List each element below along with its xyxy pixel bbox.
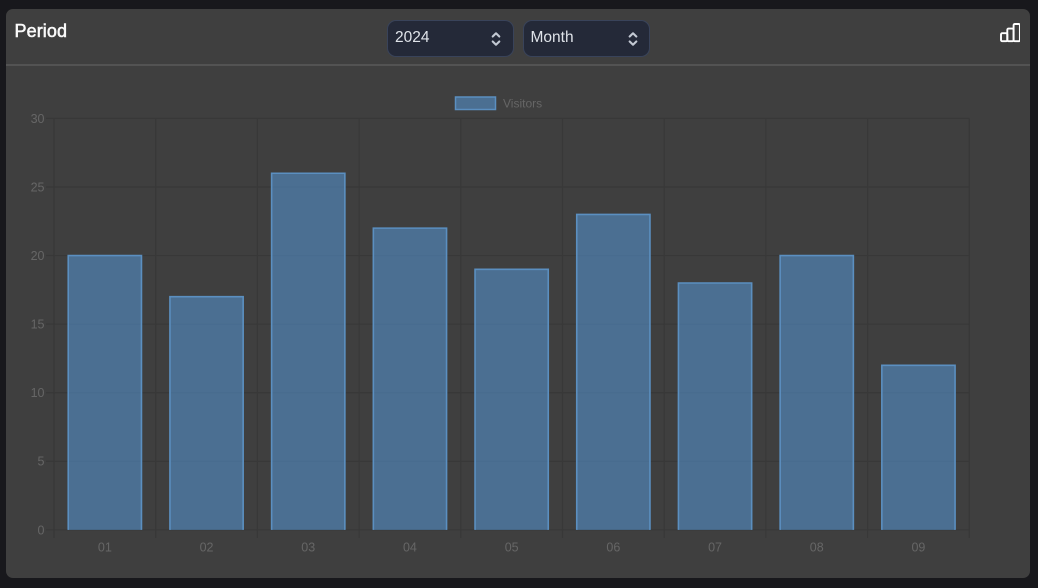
svg-text:30: 30 xyxy=(31,112,45,126)
svg-text:15: 15 xyxy=(31,318,45,332)
svg-text:03: 03 xyxy=(301,541,315,555)
svg-text:5: 5 xyxy=(38,455,45,469)
svg-text:08: 08 xyxy=(810,541,824,555)
svg-text:09: 09 xyxy=(911,541,925,555)
svg-text:02: 02 xyxy=(200,541,214,555)
svg-text:06: 06 xyxy=(606,541,620,555)
svg-text:01: 01 xyxy=(98,541,112,555)
svg-text:05: 05 xyxy=(505,541,519,555)
svg-text:04: 04 xyxy=(403,541,417,555)
svg-text:0: 0 xyxy=(38,523,45,537)
svg-text:Visitors: Visitors xyxy=(503,97,542,111)
svg-text:10: 10 xyxy=(31,386,45,400)
svg-text:07: 07 xyxy=(708,541,722,555)
svg-text:20: 20 xyxy=(31,249,45,263)
svg-text:25: 25 xyxy=(31,180,45,194)
